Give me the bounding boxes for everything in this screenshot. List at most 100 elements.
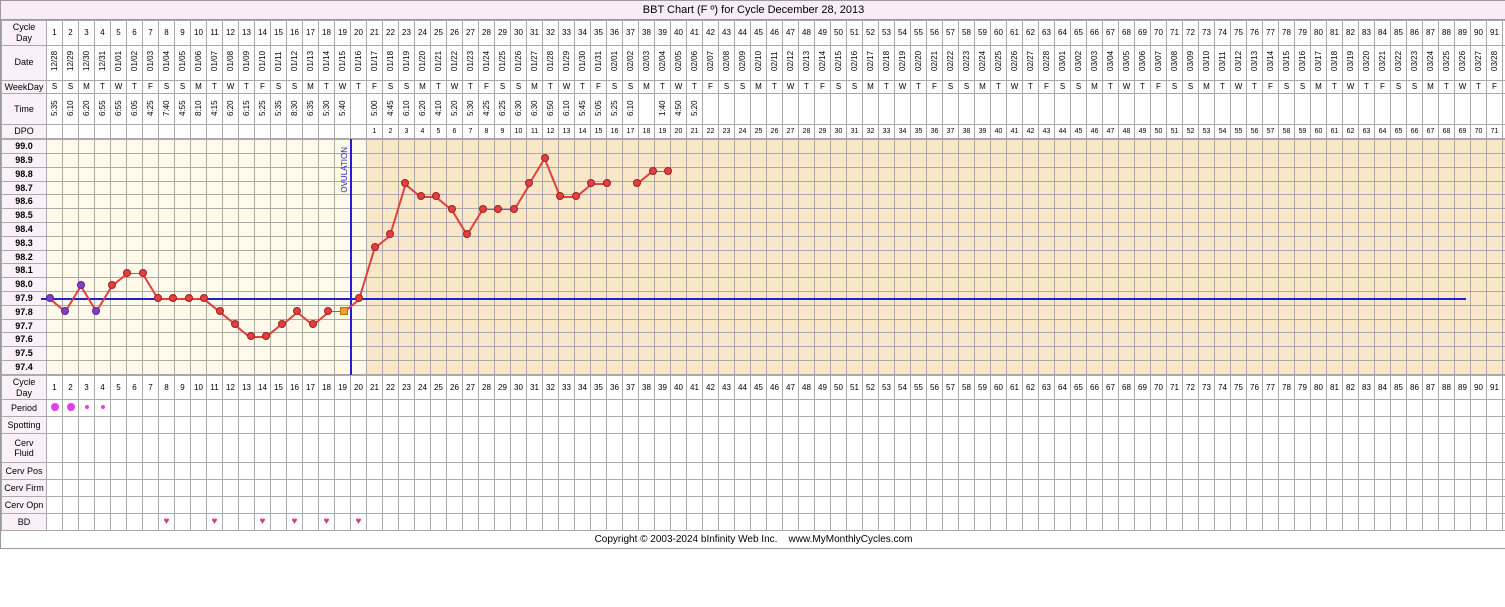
cervfluid-cell [767,434,783,463]
weekday-cell: M [751,80,767,94]
temp-cell [559,278,575,292]
date-cell: 02/14 [815,45,831,80]
temp-cell [1407,195,1423,209]
temp-cell [895,347,911,361]
temp-cell [1199,360,1215,374]
cervfirm-cell [815,480,831,497]
bd-cell [879,514,895,531]
bd-cell [1327,514,1343,531]
cervfluid-cell [495,434,511,463]
temp-cell [1135,250,1151,264]
temp-cell [911,209,927,223]
temp-cell [63,140,79,154]
temp-cell [1295,195,1311,209]
cycleday-cell: 19 [335,21,351,46]
spotting-cell [95,417,111,434]
cervfirm-cell [111,480,127,497]
temp-cell [447,181,463,195]
bd-cell [655,514,671,531]
bd-cell [943,514,959,531]
temp-cell [367,140,383,154]
temp-cell [1343,278,1359,292]
temp-cell [863,167,879,181]
cervopn-cell [1151,497,1167,514]
temp-cell [1087,209,1103,223]
temp-cell [943,305,959,319]
temp-cell [399,236,415,250]
spotting-cell [1135,417,1151,434]
cervfluid-cell [703,434,719,463]
temp-cell [495,222,511,236]
temp-cell [1295,181,1311,195]
cervpos-cell [1407,463,1423,480]
weekday-cell: S [1407,80,1423,94]
cervopn-cell [927,497,943,514]
temp-cell [223,195,239,209]
temp-cell [1007,264,1023,278]
period-cell [1311,400,1327,417]
temp-cell [207,222,223,236]
temp-cell [1359,167,1375,181]
time-cell [1375,94,1391,125]
spotting-cell [895,417,911,434]
temp-label-left: 98.4 [2,222,47,236]
temp-cell [1311,209,1327,223]
temp-cell [1103,264,1119,278]
cervpos-cell [1327,463,1343,480]
spotting-cell [367,417,383,434]
weekday-cell: M [639,80,655,94]
temp-cell [767,195,783,209]
temp-cell [303,181,319,195]
temp-cell [927,360,943,374]
cervopn-cell [1183,497,1199,514]
bd-cell [623,514,639,531]
date-cell: 03/26 [1455,45,1471,80]
date-cell: 03/23 [1407,45,1423,80]
temp-cell [559,347,575,361]
time-cell: 6:05 [127,94,143,125]
date-cell: 02/24 [975,45,991,80]
temp-cell [63,319,79,333]
dpo-cell: 59 [1295,125,1311,139]
temp-cell [127,222,143,236]
cycleday-cell: 13 [239,21,255,46]
temp-cell [335,250,351,264]
temp-cell [831,333,847,347]
temp-cell [991,250,1007,264]
temp-cell [271,347,287,361]
temp-cell [191,167,207,181]
temp-cell [255,209,271,223]
temp-cell [159,209,175,223]
weekday-cell: M [191,80,207,94]
temp-cell [1199,236,1215,250]
temp-cell [1311,167,1327,181]
period-cell [959,400,975,417]
cervopn-cell [175,497,191,514]
period-cell [799,400,815,417]
footer-table: Cycle Day1234567891011121314151617181920… [1,375,1505,532]
period-cell [1327,400,1343,417]
time-cell [1247,94,1263,125]
time-cell [1295,94,1311,125]
cycleday-cell: 66 [1087,21,1103,46]
temp-cell [1119,209,1135,223]
period-cell [1151,400,1167,417]
temp-cell [1327,333,1343,347]
temp-cell [719,140,735,154]
weekday-cell: M [975,80,991,94]
spotting-cell [911,417,927,434]
temp-cell [1295,167,1311,181]
temp-cell [239,264,255,278]
cervopn-cell [255,497,271,514]
date-cell: 03/28 [1487,45,1503,80]
temp-cell [543,333,559,347]
temp-cell [1151,140,1167,154]
temp-cell [1471,264,1487,278]
temp-cell [1375,250,1391,264]
weekday-cell: S [271,80,287,94]
cervfirm-cell [1055,480,1071,497]
temp-cell [1183,195,1199,209]
temp-marker [324,307,332,315]
temp-cell [1407,250,1423,264]
temp-label-left: 98.9 [2,153,47,167]
